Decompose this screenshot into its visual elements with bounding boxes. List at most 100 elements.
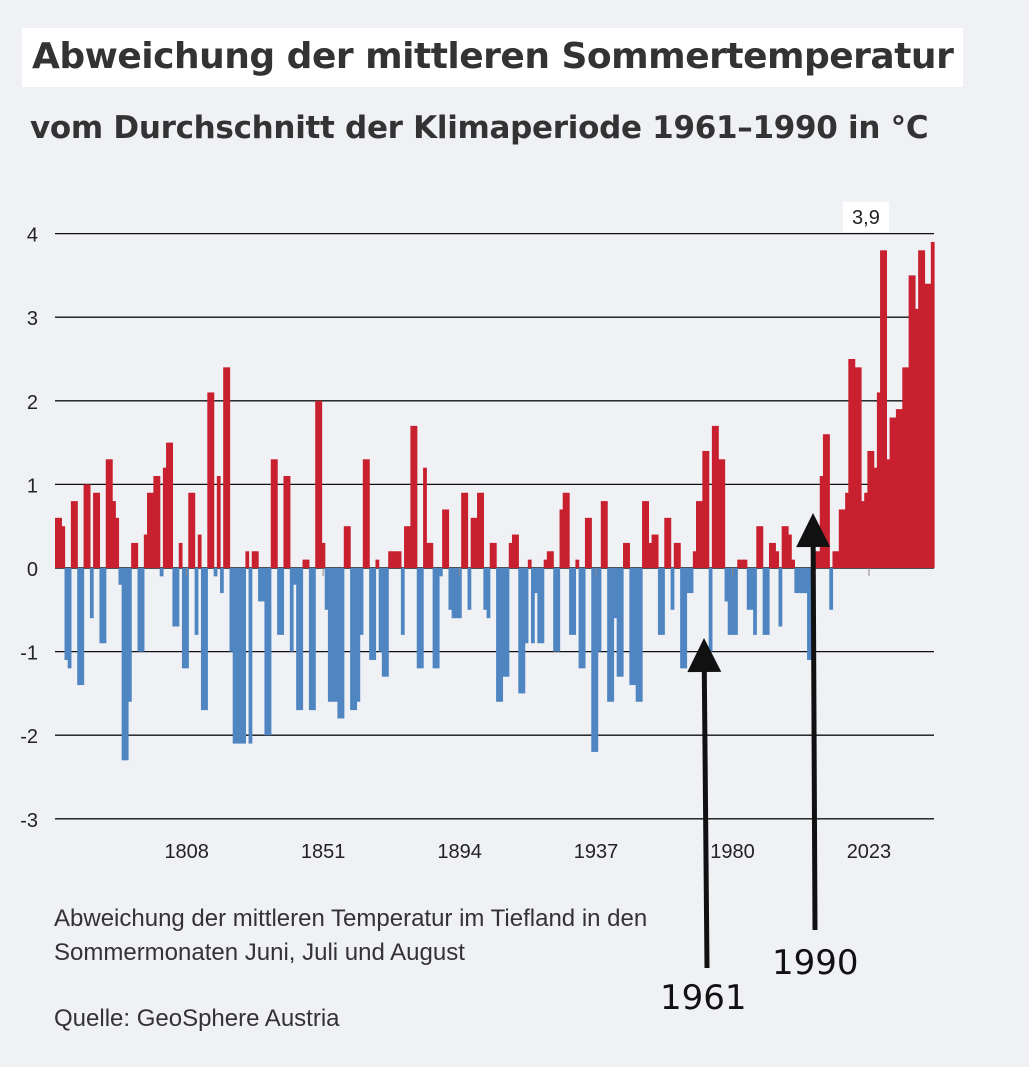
bar bbox=[708, 568, 713, 652]
gridlines bbox=[55, 232, 934, 820]
bar bbox=[77, 568, 81, 686]
bar bbox=[480, 492, 484, 568]
bar bbox=[385, 568, 389, 677]
bar bbox=[99, 568, 104, 644]
bar bbox=[197, 534, 202, 568]
bar bbox=[454, 568, 459, 619]
bar bbox=[899, 409, 903, 568]
y-tick-label: -2 bbox=[20, 726, 38, 748]
bar bbox=[565, 492, 570, 568]
bar bbox=[216, 476, 221, 568]
bar bbox=[880, 250, 884, 568]
bar bbox=[581, 568, 586, 669]
bar bbox=[375, 559, 380, 568]
bar bbox=[64, 568, 69, 660]
bar bbox=[477, 492, 481, 568]
bar bbox=[721, 459, 726, 568]
bar bbox=[264, 568, 269, 736]
bar bbox=[816, 551, 821, 568]
x-tick-label: 2023 bbox=[847, 841, 892, 863]
bar bbox=[696, 501, 700, 568]
bar bbox=[921, 250, 926, 568]
bar bbox=[153, 476, 158, 568]
bar bbox=[902, 367, 907, 568]
bar bbox=[121, 568, 126, 761]
bar bbox=[511, 534, 516, 568]
x-tick-label: 1894 bbox=[437, 841, 482, 863]
bar bbox=[607, 568, 611, 702]
bar bbox=[737, 559, 742, 568]
bar bbox=[432, 568, 437, 669]
bar bbox=[169, 442, 174, 568]
bar bbox=[619, 568, 624, 677]
bar bbox=[378, 568, 383, 652]
x-tick-label: 1980 bbox=[710, 841, 755, 863]
bar bbox=[807, 568, 811, 660]
bar bbox=[289, 568, 294, 652]
bar bbox=[105, 459, 110, 568]
bar bbox=[848, 359, 853, 568]
bar bbox=[765, 568, 770, 635]
bar bbox=[340, 568, 345, 719]
bar bbox=[61, 526, 66, 568]
bar bbox=[676, 542, 681, 568]
bar bbox=[740, 559, 745, 568]
bar bbox=[623, 542, 627, 568]
bar bbox=[749, 568, 754, 610]
bar bbox=[832, 551, 837, 568]
bar bbox=[768, 542, 773, 568]
bar bbox=[321, 542, 326, 568]
bar bbox=[638, 568, 643, 702]
bar bbox=[841, 509, 846, 568]
bar bbox=[794, 568, 799, 594]
bar bbox=[400, 568, 405, 635]
bar bbox=[803, 568, 808, 594]
bar bbox=[283, 476, 288, 568]
bar bbox=[762, 568, 767, 635]
bar bbox=[327, 568, 332, 702]
bar bbox=[905, 367, 910, 568]
bar bbox=[312, 568, 316, 711]
bar bbox=[172, 568, 177, 627]
bar bbox=[600, 501, 605, 568]
bar bbox=[524, 568, 529, 644]
bar bbox=[530, 568, 535, 644]
bar bbox=[131, 542, 135, 568]
footnote-line-1: Abweichung der mittleren Temperatur im T… bbox=[54, 905, 648, 932]
bar bbox=[702, 450, 707, 568]
bar bbox=[404, 526, 408, 568]
bar bbox=[315, 400, 319, 568]
bar bbox=[372, 568, 377, 660]
bar bbox=[226, 367, 231, 568]
bar bbox=[597, 568, 602, 652]
bar bbox=[689, 568, 694, 594]
bar bbox=[318, 400, 323, 568]
bar bbox=[308, 568, 313, 711]
bar bbox=[350, 568, 354, 711]
bar bbox=[550, 551, 554, 568]
bar bbox=[461, 492, 465, 568]
bar bbox=[96, 492, 101, 568]
max-value-text: 3,9 bbox=[852, 207, 880, 229]
bar bbox=[664, 517, 669, 568]
bar bbox=[569, 568, 573, 635]
bar bbox=[261, 568, 266, 602]
bar bbox=[356, 568, 361, 702]
bar bbox=[692, 551, 697, 568]
bar bbox=[505, 568, 510, 677]
bar bbox=[334, 568, 339, 702]
bar bbox=[213, 568, 218, 577]
bar bbox=[711, 425, 716, 568]
bar bbox=[108, 459, 113, 568]
bar bbox=[102, 568, 107, 644]
bar bbox=[746, 568, 751, 610]
page-title: Abweichung der mittleren Sommertemperatu… bbox=[22, 28, 964, 87]
bar bbox=[435, 568, 440, 669]
x-tick-label: 1937 bbox=[574, 841, 619, 863]
bar bbox=[645, 501, 650, 568]
bar bbox=[540, 568, 545, 644]
bar bbox=[178, 542, 183, 568]
bar bbox=[143, 534, 148, 568]
bar bbox=[467, 568, 472, 610]
